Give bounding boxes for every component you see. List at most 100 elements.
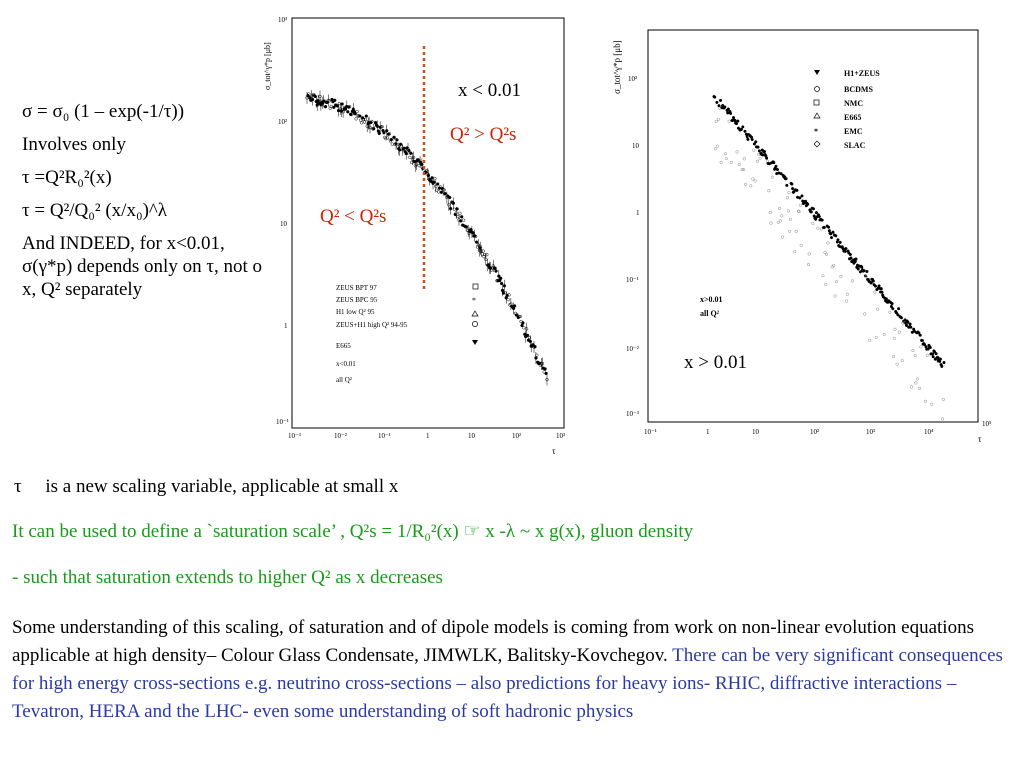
summary-black: Some understanding of this scaling, of s… — [12, 617, 974, 666]
data-point — [797, 210, 801, 214]
fig2-legend-item: H1+ZEUS — [844, 69, 880, 78]
data-point — [879, 287, 883, 291]
data-point — [820, 218, 824, 222]
data-point — [871, 279, 875, 283]
data-point — [829, 232, 833, 236]
fig1-ytick: 10⁻¹ — [276, 418, 289, 426]
fig2-ytick: 10⁻¹ — [626, 276, 639, 284]
data-point — [892, 336, 896, 340]
data-point — [877, 284, 881, 288]
data-point — [864, 274, 868, 278]
legend-square-marker — [813, 99, 820, 106]
data-point — [925, 353, 929, 357]
data-point — [923, 399, 927, 403]
data-point — [917, 386, 922, 390]
data-point — [328, 106, 332, 110]
data-point — [508, 303, 512, 307]
data-point — [417, 163, 421, 168]
data-point — [733, 118, 737, 122]
data-point — [942, 360, 946, 365]
data-point — [788, 229, 792, 233]
fig1-xtick: 1 — [426, 432, 430, 440]
figure-left: σ_tot^γ*p [μb] 10³ 10² 10 1 10⁻¹ 10⁻³ 10… — [262, 10, 580, 460]
data-point — [734, 122, 738, 126]
data-point — [503, 290, 507, 295]
data-point — [941, 417, 945, 421]
legend-circle-marker — [472, 321, 478, 327]
data-point — [829, 236, 834, 240]
data-point — [716, 117, 720, 121]
data-point — [360, 116, 365, 120]
data-point — [884, 297, 888, 301]
data-point — [922, 342, 927, 347]
data-point — [387, 132, 392, 136]
legend-diamond-marker — [813, 140, 821, 148]
data-point — [811, 207, 816, 211]
data-point — [849, 256, 853, 260]
data-point — [931, 355, 935, 359]
fig1-xtick: 10⁻³ — [288, 432, 301, 440]
data-point — [882, 332, 886, 336]
fig2-ytick: 10 — [632, 142, 640, 150]
data-point — [380, 125, 384, 129]
data-point — [919, 345, 923, 349]
fig2-ytick: 1 — [636, 209, 640, 217]
data-point — [354, 117, 358, 121]
data-point — [395, 138, 399, 142]
fig2-legend-item: NMC — [844, 99, 863, 108]
fig2-ylabel: σ_tot^γ*p [μb] — [612, 40, 622, 94]
data-point — [767, 189, 771, 193]
data-point — [784, 177, 788, 181]
data-point — [474, 240, 479, 244]
formula-sigma: σ = σ₀ (1 – exp(-1/τ)) — [22, 101, 185, 122]
fig1-data-points — [305, 90, 549, 386]
fig2-legend: * H1+ZEUS BCDMS NMC E665 EMC SLAC — [813, 69, 880, 150]
fig1-legend: ZEUS BPT 97 ZEUS BPC 95 H1 low Q² 95 ZEU… — [336, 283, 479, 384]
data-point — [744, 182, 748, 186]
data-point — [408, 155, 412, 159]
data-point — [809, 210, 813, 214]
data-point — [494, 269, 498, 273]
data-point — [816, 226, 820, 230]
data-point — [786, 209, 790, 213]
data-point — [743, 129, 747, 133]
fig1-legend-item: all Q² — [336, 376, 352, 384]
data-point — [873, 284, 878, 288]
data-point — [862, 269, 866, 273]
data-point — [493, 266, 497, 270]
data-point — [714, 119, 718, 124]
fig1-legend-item: ZEUS+H1 high Q² 94-95 — [336, 321, 408, 329]
data-point — [844, 247, 848, 251]
data-point — [778, 206, 782, 210]
data-point — [785, 196, 790, 200]
fig2-legend-item: E665 — [844, 113, 861, 122]
data-point — [876, 307, 880, 311]
data-point — [863, 312, 867, 316]
data-point — [313, 94, 317, 99]
data-point — [833, 294, 837, 298]
fig1-below-label: Q² < Q²s — [320, 206, 387, 227]
data-point — [928, 345, 932, 350]
data-point — [442, 188, 446, 192]
data-point — [507, 293, 511, 297]
data-point — [806, 263, 811, 267]
data-point — [399, 144, 404, 148]
data-point — [489, 268, 494, 272]
data-point — [819, 227, 823, 231]
data-point — [521, 321, 525, 325]
data-point — [845, 299, 849, 303]
fig1-xtick: 10⁻² — [334, 432, 347, 440]
summary-blue: There can be very significant consequenc… — [12, 645, 1003, 722]
data-point — [756, 145, 760, 149]
data-point — [850, 279, 854, 283]
data-point — [522, 326, 526, 330]
data-point — [436, 182, 440, 186]
data-point — [363, 117, 368, 122]
fig2-ytick: 10² — [628, 75, 637, 83]
data-point — [717, 104, 721, 108]
fig2-xtick: 10 — [752, 428, 760, 436]
data-point — [505, 293, 509, 298]
data-point — [755, 159, 759, 163]
data-point — [461, 218, 466, 222]
data-point — [439, 190, 444, 194]
